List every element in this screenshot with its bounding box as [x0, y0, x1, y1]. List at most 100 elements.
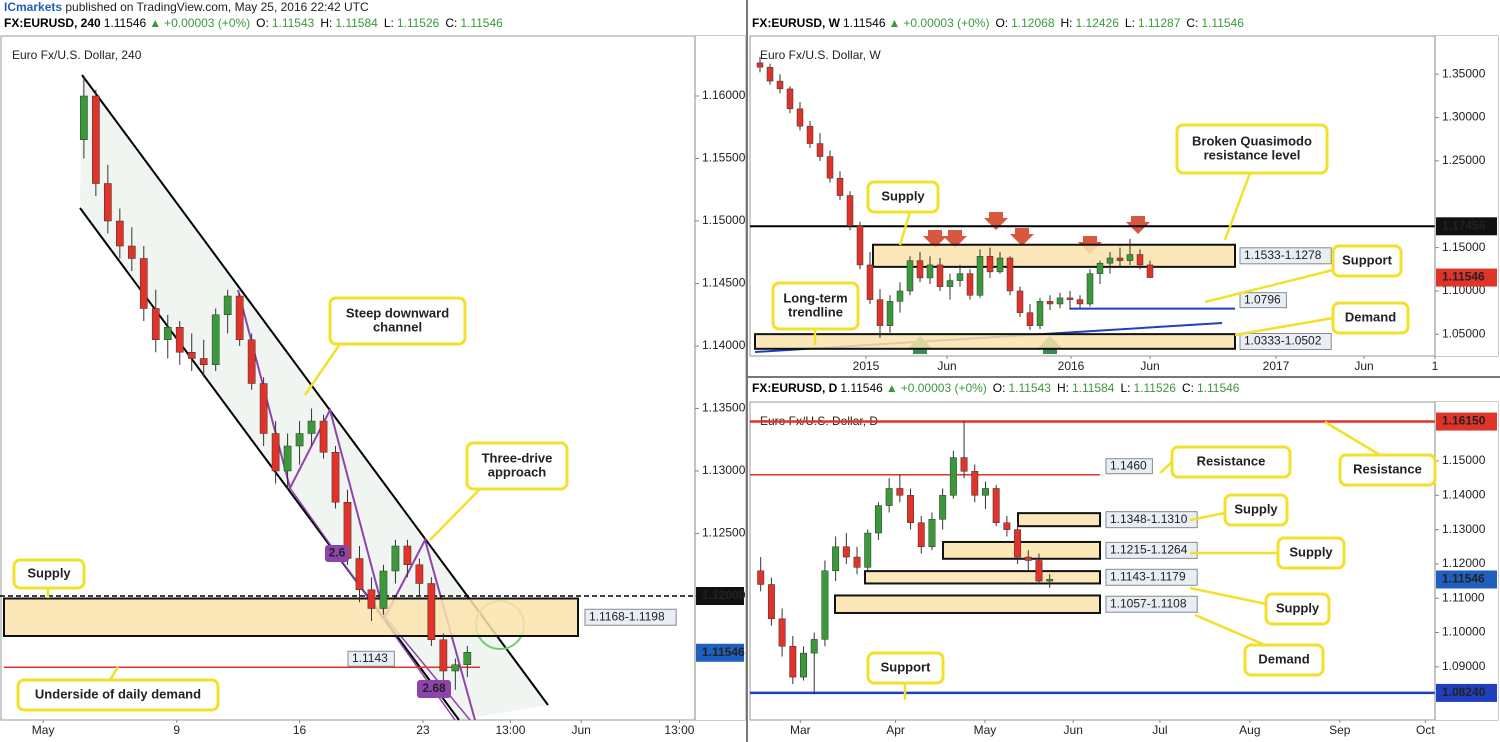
note-text: trendline — [788, 304, 843, 319]
info-item: +0.00003 (+0%) — [901, 381, 987, 395]
candle-body — [821, 570, 829, 640]
price-tag-label: 1.11546 — [1442, 270, 1485, 284]
x-tick-label: 2015 — [853, 359, 880, 373]
candle-body — [766, 66, 774, 82]
candle-body — [1096, 262, 1104, 274]
info-item: 1.11584 — [1072, 381, 1115, 395]
info-item: 1.12426 — [1076, 16, 1120, 30]
zone-label: 1.1348-1.1310 — [1110, 512, 1188, 526]
candle-body — [115, 220, 124, 247]
candle-body — [355, 558, 364, 590]
note-text: Broken Quasimodo — [1192, 133, 1312, 148]
note-text: resistance level — [1204, 147, 1301, 162]
candle-body — [391, 545, 400, 572]
zone-label: 1.1533-1.1278 — [1244, 248, 1322, 262]
candle-body — [403, 545, 412, 565]
info-item: 1.11546 — [1201, 16, 1244, 30]
candle-body — [1126, 254, 1134, 261]
y-tick-label: 1.09000 — [1442, 659, 1486, 673]
info-item: L: — [1125, 16, 1135, 30]
info-item: +0.00003 (+0%) — [164, 16, 250, 30]
info-item: 1.11546 — [843, 16, 886, 30]
candle-body — [319, 420, 328, 453]
price-tag — [1436, 570, 1497, 589]
level-label: 1.1460 — [1110, 458, 1147, 472]
x-tick-label: 13:00 — [664, 723, 694, 737]
candle-body — [271, 433, 280, 472]
symbol-info: FX:EURUSD, 240 1.11546 ▲ +0.00003 (+0%) O: 1.… — [4, 16, 503, 30]
note-pointer — [303, 343, 342, 396]
candle-body — [199, 358, 208, 365]
candle-body — [1146, 264, 1154, 278]
candle-body — [906, 260, 914, 292]
candle-body — [211, 314, 220, 365]
candle-body — [926, 264, 934, 279]
candle-body — [896, 290, 904, 302]
candle-body — [960, 457, 968, 472]
candle-body — [1076, 299, 1084, 305]
badge: 2.6 — [329, 546, 346, 560]
publish-header: ICmarkets published on TradingView.com, … — [4, 0, 369, 14]
candle-body — [223, 295, 232, 315]
symbol-info: FX:EURUSD, W 1.11546 ▲ +0.00003 (+0%) O: 1.12… — [752, 16, 1244, 30]
candle-body — [295, 433, 304, 447]
arrow — [1010, 228, 1034, 246]
x-tick-label: Mar — [790, 723, 811, 737]
badge: 2.68 — [422, 681, 446, 695]
info-item: O: — [993, 381, 1006, 395]
candle-body — [1086, 273, 1094, 305]
candle-body — [917, 522, 925, 548]
candle-body — [139, 258, 148, 309]
candle-body — [163, 327, 172, 340]
note-pointer — [898, 211, 912, 246]
candle-body — [874, 505, 882, 534]
note-text: Support — [1342, 252, 1392, 267]
x-tick-label: Apr — [886, 723, 905, 737]
level-label-box — [347, 650, 395, 667]
note-box — [1264, 592, 1331, 626]
x-tick-label: Sep — [1329, 723, 1351, 737]
zone — [864, 570, 1101, 585]
candle-body — [996, 257, 1004, 273]
candle-body — [916, 260, 924, 279]
chart-title: Euro Fx/U.S. Dollar, W — [760, 48, 881, 62]
candle-body — [1106, 257, 1114, 264]
candle-body — [810, 639, 818, 654]
candle-body — [307, 420, 316, 434]
price-tag — [696, 643, 744, 662]
badge-box — [417, 680, 451, 698]
candle-body — [439, 639, 448, 672]
x-tick-label: Jun — [1064, 723, 1083, 737]
y-tick-label: 1.25000 — [1442, 153, 1486, 167]
candle-body — [928, 519, 936, 548]
candle-body — [379, 570, 388, 609]
info-item: 1.11543 — [272, 16, 315, 30]
candle-body — [1024, 556, 1032, 561]
publish-text: published on TradingView.com, May 25, 20… — [65, 0, 369, 14]
info-item: 1.11584 — [335, 16, 378, 30]
candle-body — [175, 327, 184, 353]
candle-body — [1066, 297, 1074, 300]
x-tick-label: 2017 — [1263, 359, 1290, 373]
note-text: Support — [881, 659, 931, 674]
price-tag — [1436, 268, 1497, 287]
note-box — [1243, 643, 1325, 677]
note-text: Demand — [1258, 651, 1309, 666]
chart-title: Euro Fx/U.S. Dollar, 240 — [12, 48, 142, 62]
info-item: 1.11543 — [1008, 381, 1051, 395]
candle-body — [463, 652, 472, 665]
note-box — [328, 296, 467, 346]
candle-body — [806, 125, 814, 144]
candle-body — [1136, 254, 1144, 266]
x-tick-label: 23 — [416, 723, 430, 737]
note-pointer — [1324, 420, 1381, 457]
y-tick-label: 1.16000 — [702, 88, 746, 102]
candle-body — [283, 445, 292, 472]
zone — [872, 243, 1236, 268]
candle-body — [1036, 301, 1044, 326]
info-item: O: — [256, 16, 269, 30]
info-item: C: — [1186, 16, 1198, 30]
candle-body — [757, 570, 765, 585]
three-drive-pattern — [237, 289, 476, 721]
zone-label: 1.0333-1.0502 — [1244, 334, 1322, 348]
